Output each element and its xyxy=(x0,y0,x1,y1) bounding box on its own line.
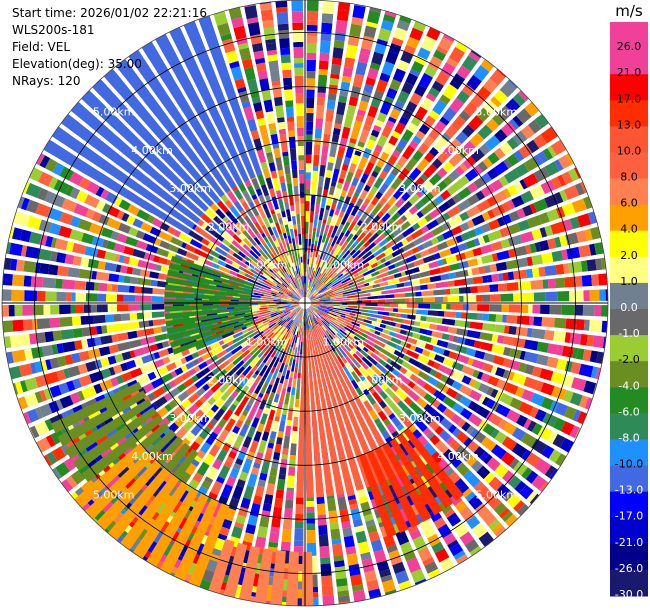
velocity-sector xyxy=(374,446,421,528)
velocity-sector xyxy=(116,59,225,198)
velocity-sector xyxy=(172,321,255,355)
range-ring-label: 1.00km xyxy=(323,335,365,348)
range-ring-label: 1.00km xyxy=(246,335,288,348)
velocity-sector xyxy=(70,101,204,218)
velocity-sector xyxy=(198,15,263,177)
velocity-sector xyxy=(74,443,146,509)
velocity-sector xyxy=(103,68,220,202)
crosshair xyxy=(2,0,608,606)
velocity-sector xyxy=(81,414,164,483)
velocity-sector xyxy=(403,428,464,501)
velocity-sector xyxy=(92,79,214,207)
range-ring-label: 3.00km xyxy=(399,182,441,195)
nrays-label: NRays: 120 xyxy=(12,74,81,88)
velocity-sector xyxy=(52,126,195,229)
range-ring-label: 5.00km xyxy=(93,488,135,501)
range-ring-label: 1.00km xyxy=(246,259,288,272)
velocity-sector xyxy=(155,34,243,186)
velocity-sector xyxy=(165,310,252,327)
range-ring-label: 5.00km xyxy=(476,488,518,501)
velocity-sector xyxy=(223,542,248,598)
velocity-sector xyxy=(84,451,154,520)
velocity-sector xyxy=(96,459,162,531)
range-ring-label: 4.00km xyxy=(131,144,173,157)
velocity-sector xyxy=(164,307,252,320)
velocity-sector xyxy=(164,284,252,298)
velocity-sector xyxy=(160,493,209,575)
velocity-sector xyxy=(61,114,200,223)
velocity-sector xyxy=(57,390,147,447)
velocity-sector xyxy=(238,545,261,601)
velocity-sector xyxy=(316,327,393,481)
range-ring-labels: 1.00km 1.00km 1.00km 1.00km 2.00km 2.00km 2.00… xyxy=(93,106,517,502)
velocity-sector xyxy=(301,551,314,607)
velocity-sector xyxy=(254,548,273,604)
velocity-gates xyxy=(2,0,608,606)
elevation-label: Elevation(deg): 35.00 xyxy=(12,57,142,71)
velocity-sector xyxy=(389,438,443,516)
velocity-sector xyxy=(167,269,253,293)
velocity-sector xyxy=(308,329,335,497)
velocity-sector xyxy=(188,502,230,587)
velocity-sector xyxy=(309,329,345,496)
velocity-sector xyxy=(165,277,252,296)
velocity-sector xyxy=(132,481,189,559)
plot-info: Start time: 2026/01/02 22:21:16 WLS200s-… xyxy=(12,5,207,90)
range-ring-label: 4.00km xyxy=(437,450,479,463)
velocity-sector xyxy=(183,20,256,180)
velocity-sector xyxy=(141,41,237,190)
velocity-sector xyxy=(286,551,299,606)
velocity-sector xyxy=(43,139,192,235)
site-label: WLS200s-181 xyxy=(12,23,95,37)
start-time-label: Start time: 2026/01/02 22:21:16 xyxy=(12,6,207,20)
velocity-sector xyxy=(166,312,253,334)
velocity-sector xyxy=(306,329,324,498)
range-ring-label: 2.00km xyxy=(208,221,250,234)
velocity-sector xyxy=(174,498,219,582)
range-ring-label: 2.00km xyxy=(361,221,403,234)
velocity-sector xyxy=(310,329,355,494)
velocity-sector xyxy=(313,328,374,488)
range-ring-label: 4.00km xyxy=(437,144,479,157)
velocity-sector xyxy=(366,450,409,534)
velocity-sector xyxy=(296,330,305,498)
velocity-sector xyxy=(170,318,254,348)
range-ring-label: 2.00km xyxy=(361,374,403,387)
velocity-sector xyxy=(64,398,152,459)
velocity-sector xyxy=(168,262,254,290)
velocity-sector xyxy=(358,453,397,538)
range-ring-label: 4.00km xyxy=(131,450,173,463)
range-ring-label: 5.00km xyxy=(476,106,518,119)
velocity-sector xyxy=(396,433,454,509)
velocity-sector xyxy=(164,291,252,301)
range-ring-label: 1.00km xyxy=(323,259,365,272)
velocity-sector xyxy=(81,90,209,212)
velocity-sector xyxy=(169,27,250,182)
velocity-sector xyxy=(146,487,199,567)
velocity-sector xyxy=(107,467,171,541)
velocity-sector xyxy=(314,327,383,485)
velocity-sector xyxy=(164,304,251,312)
velocity-sector xyxy=(382,442,432,522)
velocity-sector xyxy=(72,406,158,471)
velocity-regions xyxy=(43,15,464,607)
range-ring-label: 3.00km xyxy=(169,412,211,425)
velocity-sector xyxy=(317,326,402,476)
field-label: Field: VEL xyxy=(12,40,71,54)
velocity-sector xyxy=(50,381,142,434)
velocity-sector xyxy=(120,474,180,550)
range-ring-label: 5.00km xyxy=(93,106,135,119)
velocity-sector xyxy=(208,538,235,594)
velocity-sector xyxy=(305,330,314,498)
velocity-sector xyxy=(170,255,254,287)
velocity-sector xyxy=(270,550,286,606)
velocity-sector xyxy=(312,328,364,491)
velocity-sector xyxy=(128,50,231,193)
range-ring-label: 3.00km xyxy=(399,412,441,425)
range-ring-label: 2.00km xyxy=(208,374,250,387)
velocity-sector xyxy=(168,315,253,341)
range-ring-label: 3.00km xyxy=(169,182,211,195)
